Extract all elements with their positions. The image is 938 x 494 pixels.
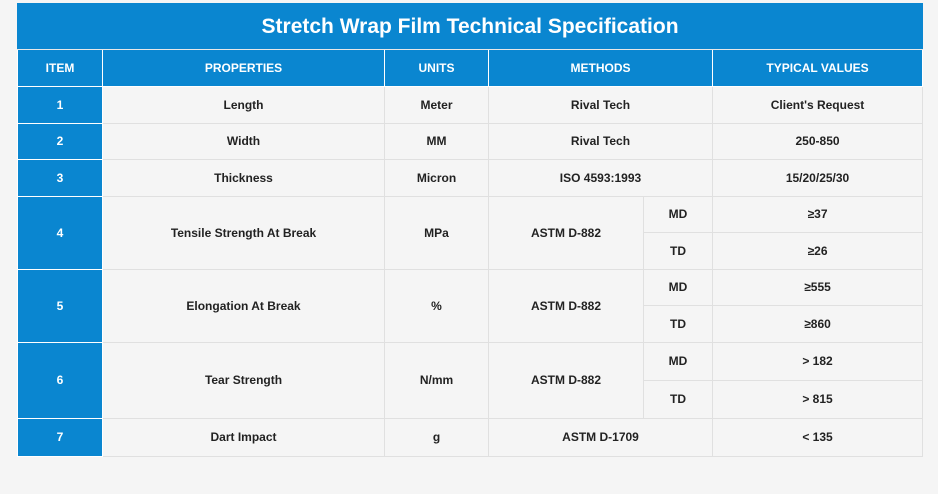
- item-number: 3: [17, 159, 103, 197]
- property: Thickness: [102, 159, 385, 197]
- table-row: 2 Width MM Rival Tech 250-850: [17, 122, 924, 160]
- typical-value: 15/20/25/30: [711, 159, 924, 197]
- typical-value: 250-850: [711, 122, 924, 160]
- table-row: 6 Tear Strength N/mm ASTM D-882 MD > 182: [17, 341, 924, 419]
- direction: MD: [643, 341, 713, 381]
- item-number: 2: [17, 122, 103, 160]
- direction: TD: [643, 379, 713, 419]
- typical-value: > 815: [711, 379, 924, 419]
- direction: TD: [643, 232, 713, 270]
- table-row: 3 Thickness Micron ISO 4593:1993 15/20/25/30: [17, 159, 924, 197]
- table-row: 1 Length Meter Rival Tech Client's Request: [17, 86, 924, 124]
- unit: N/mm: [384, 341, 489, 419]
- method: ASTM D-882: [488, 195, 644, 270]
- table-row: 7 Dart Impact g ASTM D-1709 < 135: [17, 417, 924, 457]
- property: Tensile Strength At Break: [102, 195, 385, 270]
- method: ASTM D-882: [488, 341, 644, 419]
- property: Elongation At Break: [102, 268, 385, 343]
- table-title: Stretch Wrap Film Technical Specificatio…: [16, 3, 924, 50]
- item-number: 7: [17, 417, 103, 457]
- unit: Meter: [384, 86, 489, 124]
- typical-value: Client's Request: [711, 86, 924, 124]
- column-header: UNITS: [384, 49, 489, 87]
- method: ASTM D-1709: [488, 417, 713, 457]
- typical-value: ≥26: [711, 232, 924, 270]
- table-row: TD ≥860: [18, 305, 924, 343]
- unit: Micron: [384, 159, 489, 197]
- typical-value: ≥37: [711, 195, 924, 233]
- table-row: TD ≥26: [18, 232, 924, 270]
- table-row: TD > 815: [18, 379, 924, 419]
- property: Tear Strength: [102, 341, 385, 419]
- direction: MD: [643, 268, 713, 306]
- direction: MD: [643, 195, 713, 233]
- column-header: ITEM: [17, 49, 103, 87]
- spec-table: Stretch Wrap Film Technical Specificatio…: [16, 3, 924, 457]
- method: ISO 4593:1993: [488, 159, 713, 197]
- column-header: PROPERTIES: [102, 49, 385, 87]
- unit: MM: [384, 122, 489, 160]
- typical-value: > 182: [711, 341, 924, 381]
- item-number: 6: [17, 341, 103, 419]
- direction: TD: [643, 305, 713, 343]
- item-number: 5: [17, 268, 103, 343]
- unit: %: [384, 268, 489, 343]
- property: Width: [102, 122, 385, 160]
- typical-value: ≥555: [711, 268, 924, 306]
- method: ASTM D-882: [488, 268, 644, 343]
- table-row: 4 Tensile Strength At Break MPa ASTM D-882 M…: [17, 195, 924, 270]
- property: Length: [102, 86, 385, 124]
- method: Rival Tech: [488, 86, 713, 124]
- method: Rival Tech: [488, 122, 713, 160]
- table-row: 5 Elongation At Break% ASTM D-882 MD ≥555: [17, 268, 924, 343]
- item-number: 1: [17, 86, 103, 124]
- table-row: ITEM PROPERTIES UNITS METHODS TYPICAL VALUES: [17, 49, 924, 87]
- unit: g: [384, 417, 489, 457]
- item-number: 4: [17, 195, 103, 270]
- typical-value: < 135: [711, 417, 924, 457]
- column-header: TYPICAL VALUES: [711, 49, 924, 87]
- typical-value: ≥860: [711, 305, 924, 343]
- property: Dart Impact: [102, 417, 385, 457]
- column-header: METHODS: [488, 49, 713, 87]
- table-row: Stretch Wrap Film Technical Specificatio…: [16, 3, 924, 50]
- unit: MPa: [384, 195, 489, 270]
